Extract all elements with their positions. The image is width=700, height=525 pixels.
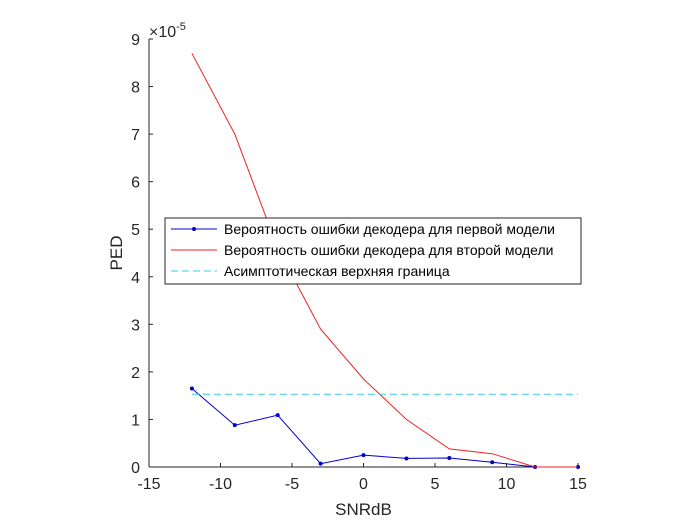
legend-label-2: Вероятность ошибки декодера для второй м…	[224, 242, 553, 258]
x-axis-label: SNRdB	[335, 500, 392, 519]
y-axis-label: PED	[107, 236, 126, 271]
x-tick-label: -5	[285, 476, 299, 493]
y-tick-label: 5	[131, 222, 140, 239]
legend: Вероятность ошибки декодера для первой м…	[164, 217, 582, 285]
series-1-point	[490, 460, 495, 465]
series-1-point	[189, 386, 194, 391]
series-1-point	[447, 455, 452, 460]
y-exponent-base: ×10	[149, 24, 176, 41]
y-tick-label: 2	[131, 365, 140, 382]
series-1-point	[404, 456, 409, 461]
y-tick-label: 1	[131, 412, 140, 429]
series-layer	[189, 53, 580, 469]
legend-label-3: Асимптотическая верхняя граница	[224, 263, 450, 279]
y-axis-exponent: ×10-5	[149, 21, 186, 41]
y-tick-label: 7	[131, 127, 140, 144]
y-tick-label: 4	[131, 270, 140, 287]
x-tick-label: 5	[431, 476, 440, 493]
y-tick-label: 3	[131, 317, 140, 334]
x-tick-label: 0	[359, 476, 368, 493]
x-tick-label: 15	[569, 476, 587, 493]
series-1-point	[361, 453, 366, 458]
series-1-point	[275, 413, 280, 418]
series-line-2	[191, 53, 578, 468]
legend-marker	[192, 227, 196, 231]
x-tick-label: 10	[498, 476, 516, 493]
series-1-point	[318, 461, 323, 466]
legend-box	[164, 217, 582, 285]
y-tick-label: 8	[131, 80, 140, 97]
x-tick-label: -15	[137, 476, 160, 493]
axes: -15 -10 -5 0 5 10 15 0 1 2 3 4 5 6 7 8 9	[131, 32, 587, 493]
y-tick-label: 9	[131, 32, 140, 49]
x-tick-label: -10	[209, 476, 232, 493]
y-exponent-power: -5	[176, 21, 186, 33]
series-1-point	[232, 423, 237, 428]
legend-label-1: Вероятность ошибки декодера для первой м…	[224, 221, 555, 237]
y-tick-label: 0	[131, 460, 140, 477]
y-tick-label: 6	[131, 175, 140, 192]
series-line-1	[191, 388, 578, 468]
